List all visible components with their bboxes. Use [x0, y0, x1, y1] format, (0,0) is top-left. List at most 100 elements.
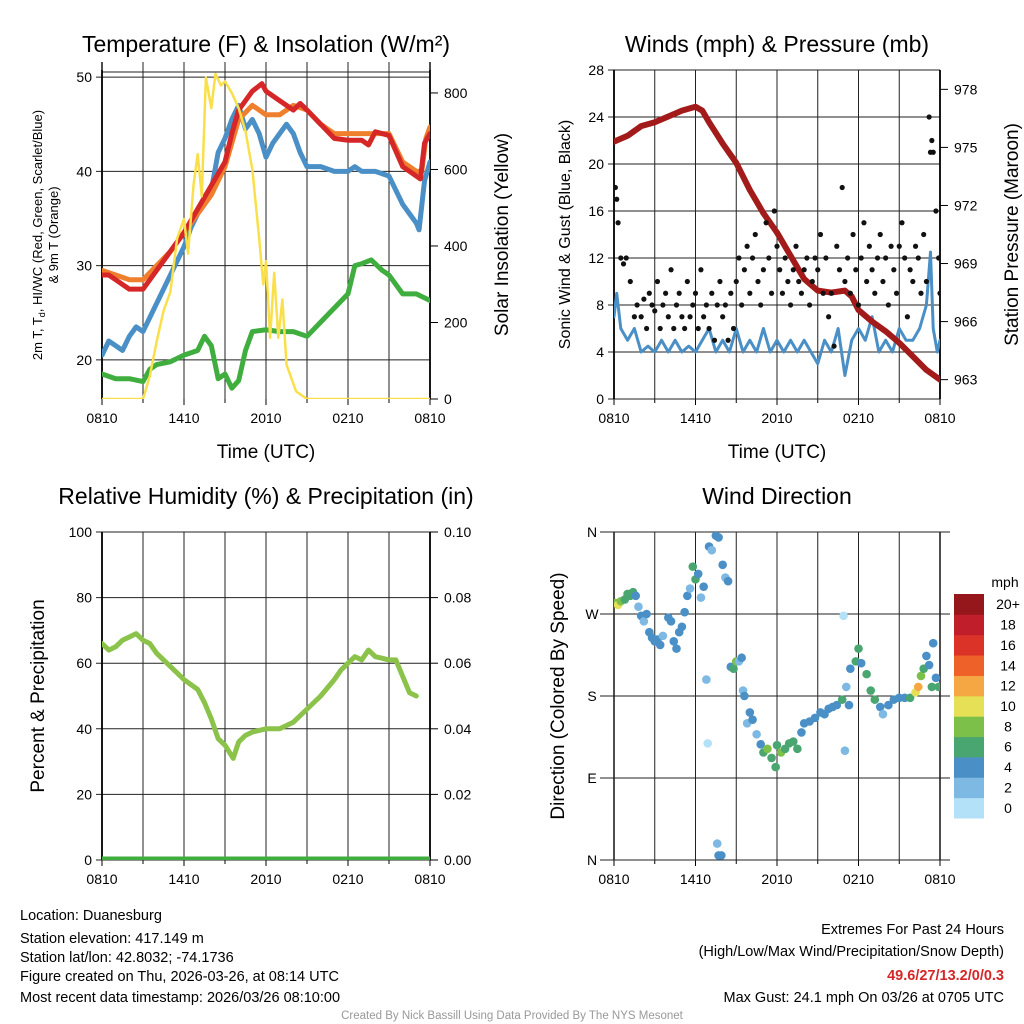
- wind-direction-point: [658, 631, 668, 641]
- gust-point: [668, 267, 674, 273]
- gust-point: [823, 255, 829, 261]
- wind-direction-point: [688, 562, 698, 571]
- gust-point: [657, 325, 663, 332]
- dewpoint-line: [102, 257, 430, 391]
- latlon-text: Station lat/lon: 42.8032; -74.1736: [20, 950, 234, 966]
- wind-direction-point: [797, 728, 806, 737]
- colorbar-swatch: [954, 797, 984, 819]
- y-tick-label: 8: [596, 297, 604, 313]
- wind-direction-point: [771, 762, 780, 772]
- gust-point: [930, 149, 936, 155]
- x-tick-label: 2010: [250, 410, 281, 426]
- y-axis-label: Percent & Precipitation: [28, 599, 49, 792]
- y-tick-label: W: [585, 606, 599, 622]
- x-tick-label: 0810: [598, 410, 629, 426]
- colorbar-label: 0: [1004, 800, 1012, 816]
- colorbar-swatch: [954, 756, 984, 778]
- gust-point: [809, 278, 815, 285]
- wind-direction-point: [841, 682, 851, 692]
- wind-direction-point: [737, 653, 746, 663]
- gust-point: [717, 278, 723, 285]
- gust-point: [714, 302, 720, 308]
- y-tick-label: 50: [76, 69, 92, 85]
- wind-direction-point: [680, 607, 689, 617]
- gust-point: [915, 255, 921, 261]
- wind-direction-point: [740, 691, 749, 701]
- gust-point: [883, 255, 889, 261]
- gust-point: [853, 267, 859, 273]
- wind-direction-point: [703, 739, 713, 748]
- x-tick-label: 1410: [680, 410, 711, 426]
- gust-point: [671, 325, 677, 332]
- wind-direction-point: [696, 593, 706, 602]
- y-tick-label: 20: [76, 352, 92, 368]
- gust-point: [850, 231, 856, 238]
- wind-direction-point: [712, 839, 722, 848]
- gust-point: [682, 325, 688, 332]
- gust-point: [615, 220, 621, 226]
- panel-title: Winds (mph) & Pressure (mb): [625, 31, 929, 57]
- gust-point: [861, 220, 867, 226]
- gust-point: [649, 302, 655, 308]
- wind-direction-point: [862, 669, 871, 679]
- gust-point: [891, 267, 897, 273]
- colorbar-swatch: [954, 695, 984, 717]
- colorbar-title: mph: [991, 574, 1018, 590]
- gust-point: [768, 290, 775, 296]
- gust-point: [831, 343, 837, 349]
- gust-point: [614, 184, 618, 191]
- x-tick-label: 0210: [843, 410, 874, 426]
- y-tick-label: 20: [588, 156, 604, 172]
- plot-area: [614, 103, 940, 383]
- y2-tick-label: 200: [444, 314, 468, 330]
- gust-point: [722, 302, 728, 308]
- wind-direction-point: [793, 744, 802, 754]
- wind-direction-point: [745, 708, 755, 717]
- wind-direction-point: [699, 582, 708, 591]
- colorbar-swatch: [954, 594, 984, 615]
- x-tick-label: 1410: [168, 410, 199, 426]
- gust-point: [847, 290, 853, 296]
- wind-direction-point: [934, 682, 940, 692]
- gust-point: [880, 278, 886, 285]
- wind-direction-point: [752, 729, 761, 739]
- wind-direction-point: [748, 715, 757, 724]
- colorbar-swatch: [954, 777, 984, 799]
- gust-point: [937, 290, 940, 296]
- 2m-t-line: [102, 81, 430, 292]
- gust-point: [936, 255, 940, 261]
- colorbar-label: 2: [1004, 779, 1012, 795]
- gust-point: [777, 267, 783, 273]
- wind-direction-point: [723, 576, 733, 586]
- wind-direction-point: [666, 616, 676, 626]
- y2-axis-label: Solar Insolation (Yellow): [492, 133, 513, 336]
- x-tick-label: 0810: [86, 871, 117, 887]
- x-tick-label: 1410: [168, 871, 199, 887]
- gust-point: [787, 302, 794, 308]
- wind-direction-point: [856, 658, 866, 668]
- gust-point: [641, 296, 647, 302]
- gust-point: [790, 267, 796, 273]
- extremes-values: 49.6/27/13.2/0/0.3: [887, 968, 1004, 984]
- y-axis-label: Sonic Wind & Gust (Blue, Black): [557, 120, 574, 349]
- gust-point: [866, 243, 872, 249]
- colorbar-swatch: [954, 736, 984, 758]
- y-axis-label: Direction (Colored By Speed): [548, 572, 569, 819]
- wind-direction-point: [878, 709, 888, 719]
- gust-point: [709, 290, 715, 296]
- wind-direction-point: [707, 545, 717, 555]
- gust-point: [654, 278, 661, 285]
- wind-direction-point: [677, 622, 687, 632]
- x-tick-label: 2010: [250, 871, 281, 887]
- gust-point: [902, 255, 908, 261]
- gust-point: [698, 267, 704, 273]
- plot-area: [614, 532, 940, 860]
- wind-direction-point: [875, 702, 885, 712]
- wind-direction-point: [669, 637, 679, 646]
- y2-tick-label: 972: [954, 197, 978, 213]
- gust-point: [701, 314, 707, 320]
- y2-tick-label: 0.08: [444, 590, 471, 606]
- station-info: Location: Duanesburg Station elevation: …: [20, 908, 340, 1006]
- gust-point: [874, 255, 881, 261]
